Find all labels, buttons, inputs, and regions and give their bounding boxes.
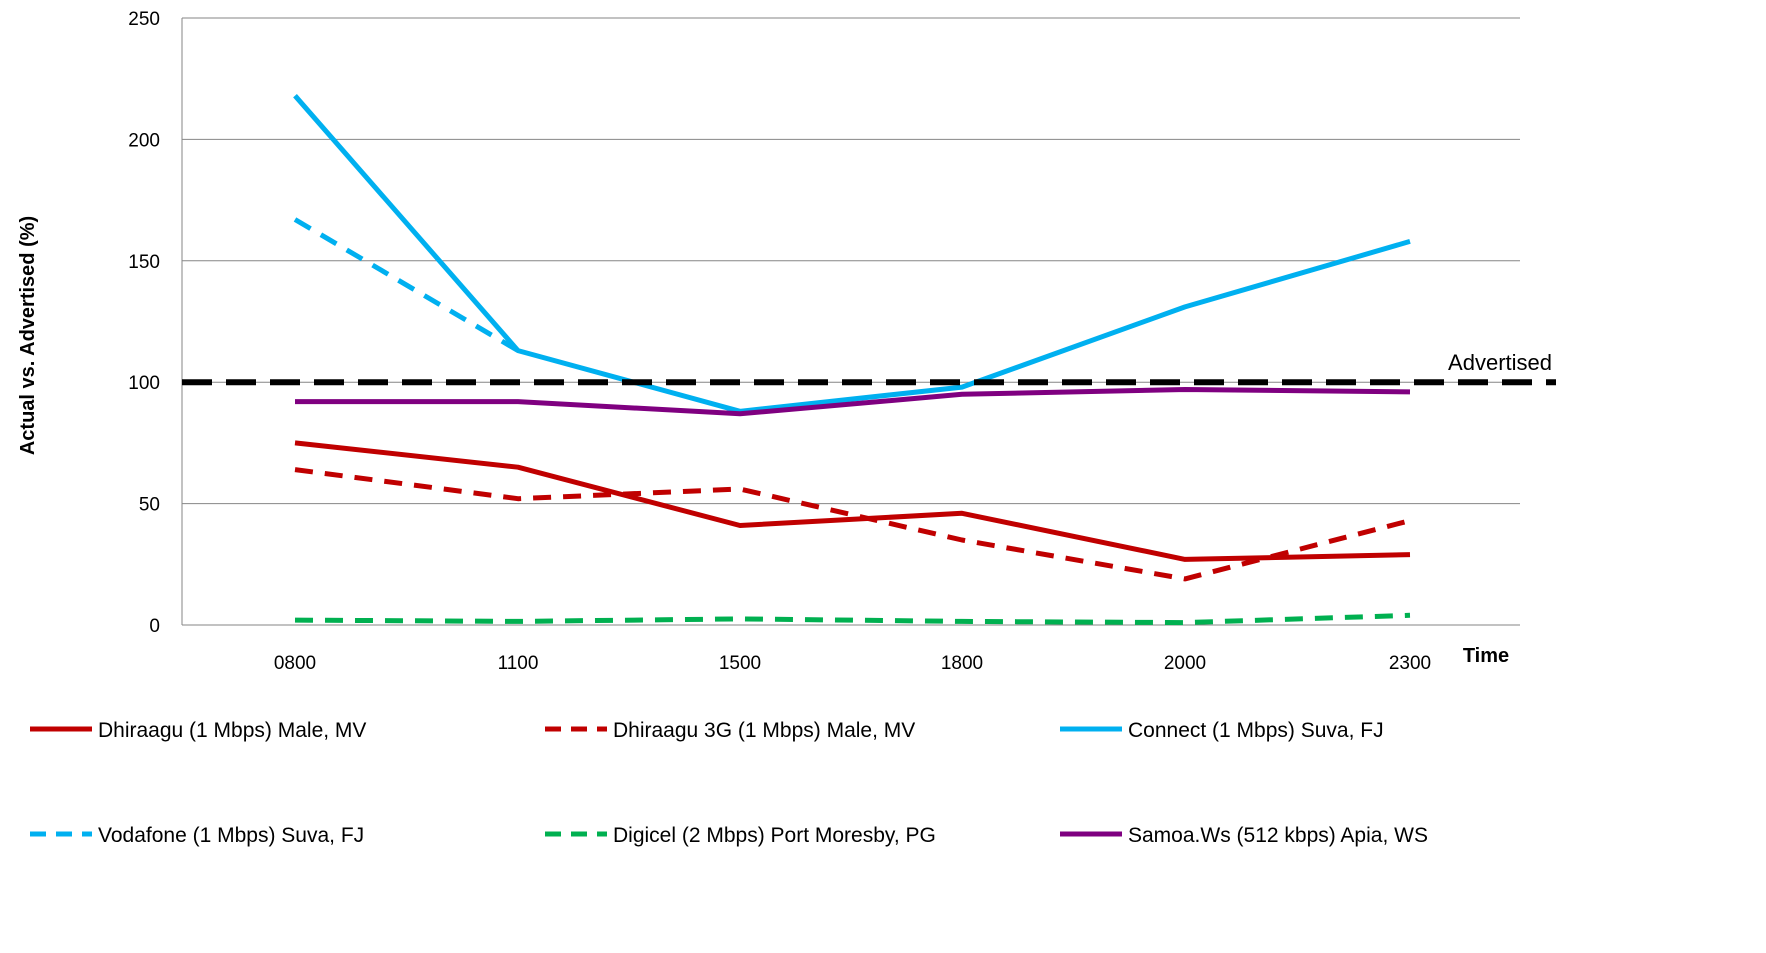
series-line-2 <box>293 94 1411 414</box>
legend-label-5: Samoa.Ws (512 kbps) Apia, WS <box>1128 824 1428 847</box>
series-line-0 <box>294 440 1411 562</box>
legend-label-4: Digicel (2 Mbps) Port Moresby, PG <box>613 824 936 847</box>
advertised-reference: Advertised <box>182 350 1556 386</box>
x-tick-label: 1100 <box>498 653 539 674</box>
x-tick-label: 1500 <box>719 653 761 674</box>
legend-label-1: Dhiraagu 3G (1 Mbps) Male, MV <box>613 719 915 742</box>
legend-label-3: Vodafone (1 Mbps) Suva, FJ <box>98 824 364 847</box>
y-axis-label: Actual vs. Advertised (%) <box>17 216 39 455</box>
legend-label-0: Dhiraagu (1 Mbps) Male, MV <box>98 719 366 742</box>
legend: Dhiraagu (1 Mbps) Male, MV Dhiraagu 3G (1… <box>30 719 1428 847</box>
x-tick-label: 2000 <box>1164 653 1206 674</box>
x-tick-label: 2300 <box>1389 653 1431 674</box>
legend-label-2: Connect (1 Mbps) Suva, FJ <box>1128 719 1384 742</box>
series-lines <box>293 94 1411 626</box>
y-tick-label: 250 <box>128 9 160 30</box>
y-tick-label: 50 <box>139 495 160 516</box>
x-tick-label: 0800 <box>274 653 316 674</box>
x-axis-label: Time <box>1463 645 1509 667</box>
gridlines <box>181 17 1520 625</box>
series-line-3 <box>293 217 520 353</box>
y-tick-label: 0 <box>149 616 160 637</box>
x-tick-label: 1800 <box>941 653 983 674</box>
y-axis-ticks: 0 50 100 150 200 250 <box>128 9 160 637</box>
y-tick-label: 150 <box>128 252 160 273</box>
series-line-1 <box>294 467 1411 582</box>
advertised-label: Advertised <box>1448 350 1552 375</box>
series-line-4 <box>294 612 1411 626</box>
series-line-5 <box>295 387 1411 417</box>
x-axis-ticks: 0800 1100 1500 1800 2000 2300 <box>274 653 1431 674</box>
y-tick-label: 100 <box>128 373 160 394</box>
y-tick-label: 200 <box>128 130 160 151</box>
